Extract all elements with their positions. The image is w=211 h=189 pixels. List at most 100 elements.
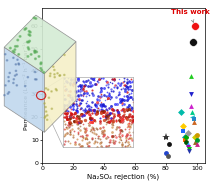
Point [83,127,87,130]
Point [128,87,131,90]
Point [69,77,72,81]
Point [68,94,71,97]
Point [112,89,115,92]
Point [124,137,128,140]
Point [77,116,81,119]
Point [66,110,69,113]
Point [68,133,72,136]
Point [64,112,67,115]
Point [110,135,113,138]
Point [128,119,132,122]
Point [71,116,74,119]
Point [97,135,101,138]
Point [111,123,114,126]
Point [103,105,107,108]
Point [75,97,78,100]
Point [84,108,87,111]
Point [77,77,80,81]
Point [126,87,130,90]
Point [94,120,97,123]
Point [125,126,128,129]
Point [62,76,66,79]
Point [69,141,72,144]
Point [128,134,132,137]
Point [112,142,115,145]
Point [76,94,79,97]
Point [115,109,118,112]
Point [113,134,116,137]
Point [86,121,89,124]
Point [122,79,126,82]
Point [62,115,65,118]
Point [117,135,120,138]
Point [105,94,108,97]
Point [66,81,69,84]
Point [115,118,118,121]
Point [112,108,116,112]
Point [70,128,74,131]
Point [83,89,86,92]
Point [117,110,120,113]
Point [85,91,89,94]
Point [70,121,74,124]
Point [85,105,88,108]
Point [111,108,114,111]
Point [117,119,121,122]
Point [98,104,102,107]
Text: This work: This work [171,9,209,22]
Point [100,104,103,107]
Point [106,108,109,111]
Point [89,116,92,119]
Point [128,144,131,147]
Point [99,102,103,105]
Point [81,87,84,90]
Point [79,144,83,147]
Point [89,118,92,121]
Point [107,97,110,100]
Point [62,105,66,108]
Point [126,115,130,118]
Point [100,107,104,110]
Point [71,134,74,137]
Point [95,132,98,136]
Point [69,108,73,111]
Point [99,107,103,110]
Point [106,83,109,86]
Point [99,142,102,145]
Point [118,116,122,119]
Point [117,132,120,135]
Point [108,138,111,141]
Point [92,108,96,112]
Point [69,112,72,115]
Point [62,135,66,138]
Point [125,82,128,85]
Point [88,121,92,124]
Point [83,85,86,88]
Point [96,101,99,104]
Point [62,102,65,105]
Point [85,108,88,111]
Point [68,83,72,86]
Point [102,110,105,113]
Point [124,84,127,87]
Point [102,129,106,132]
Point [126,144,129,147]
Point [103,129,106,132]
Point [122,109,125,112]
Point [84,101,87,105]
Point [120,101,123,104]
Point [113,139,116,142]
Point [78,88,82,91]
Point [68,110,72,113]
Point [75,122,78,125]
Point [76,105,79,108]
Point [67,101,71,105]
Point [105,113,109,116]
Point [99,93,103,96]
Point [65,118,69,121]
Point [122,113,125,116]
Point [115,108,119,111]
Point [130,139,134,142]
Point [129,106,132,109]
Point [65,125,68,128]
